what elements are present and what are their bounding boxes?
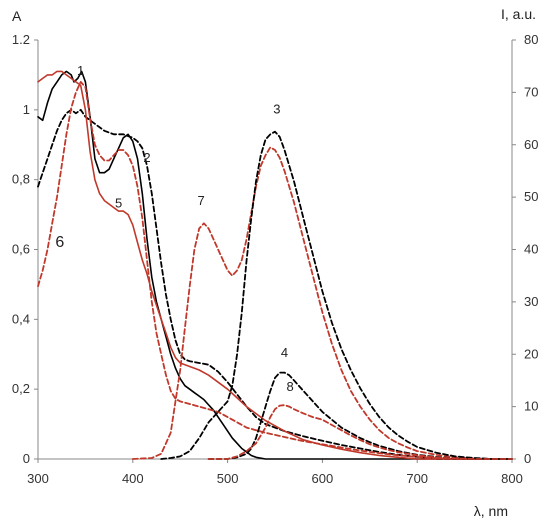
series-1-label: 1 (77, 63, 84, 78)
left-tick-label: 0,6 (12, 242, 30, 257)
left-tick-label: 0 (23, 451, 30, 466)
left-tick-label: 0,2 (12, 381, 30, 396)
left-axis-title: A (12, 8, 22, 24)
x-tick-label: 300 (27, 471, 49, 486)
x-tick-label: 800 (501, 471, 523, 486)
series-layer (37, 70, 513, 460)
series-4-line (207, 371, 513, 460)
right-tick-label: 0 (524, 451, 531, 466)
right-tick-label: 70 (524, 84, 538, 99)
right-tick-label: 10 (524, 399, 538, 414)
series-5-label: 5 (115, 196, 122, 211)
series-4-label: 4 (281, 345, 288, 360)
x-tick-label: 600 (312, 471, 334, 486)
series-6-label: 6 (55, 234, 64, 251)
right-axis-title: I, a.u. (501, 6, 536, 22)
series-5-line (37, 70, 513, 460)
x-tick-label: 400 (122, 471, 144, 486)
right-tick-label: 40 (524, 242, 538, 257)
x-tick-label: 500 (217, 471, 239, 486)
curve-labels: 1 2 5 6 7 3 4 8 (55, 63, 293, 394)
x-axis-title: λ, nm (474, 503, 508, 519)
series-1-line (37, 70, 513, 460)
right-tick-label: 60 (524, 137, 538, 152)
right-tick-label: 20 (524, 346, 538, 361)
left-tick-label: 0,8 (12, 172, 30, 187)
right-tick-label: 80 (524, 32, 538, 47)
series-8-label: 8 (287, 379, 294, 394)
series-7-line (131, 146, 513, 460)
series-8-line (207, 404, 513, 460)
series-2-label: 2 (143, 150, 150, 165)
right-tick-label: 50 (524, 189, 538, 204)
left-tick-label: 0,4 (12, 311, 30, 326)
right-tick-label: 30 (524, 294, 538, 309)
series-3-line (160, 130, 513, 460)
series-6-line (37, 81, 513, 460)
left-tick-label: 1 (23, 102, 30, 117)
left-tick-label: 1.2 (12, 32, 30, 47)
series-2-line (37, 108, 513, 460)
series-7-label: 7 (197, 193, 204, 208)
series-3-label: 3 (273, 101, 280, 116)
x-tick-label: 700 (406, 471, 428, 486)
